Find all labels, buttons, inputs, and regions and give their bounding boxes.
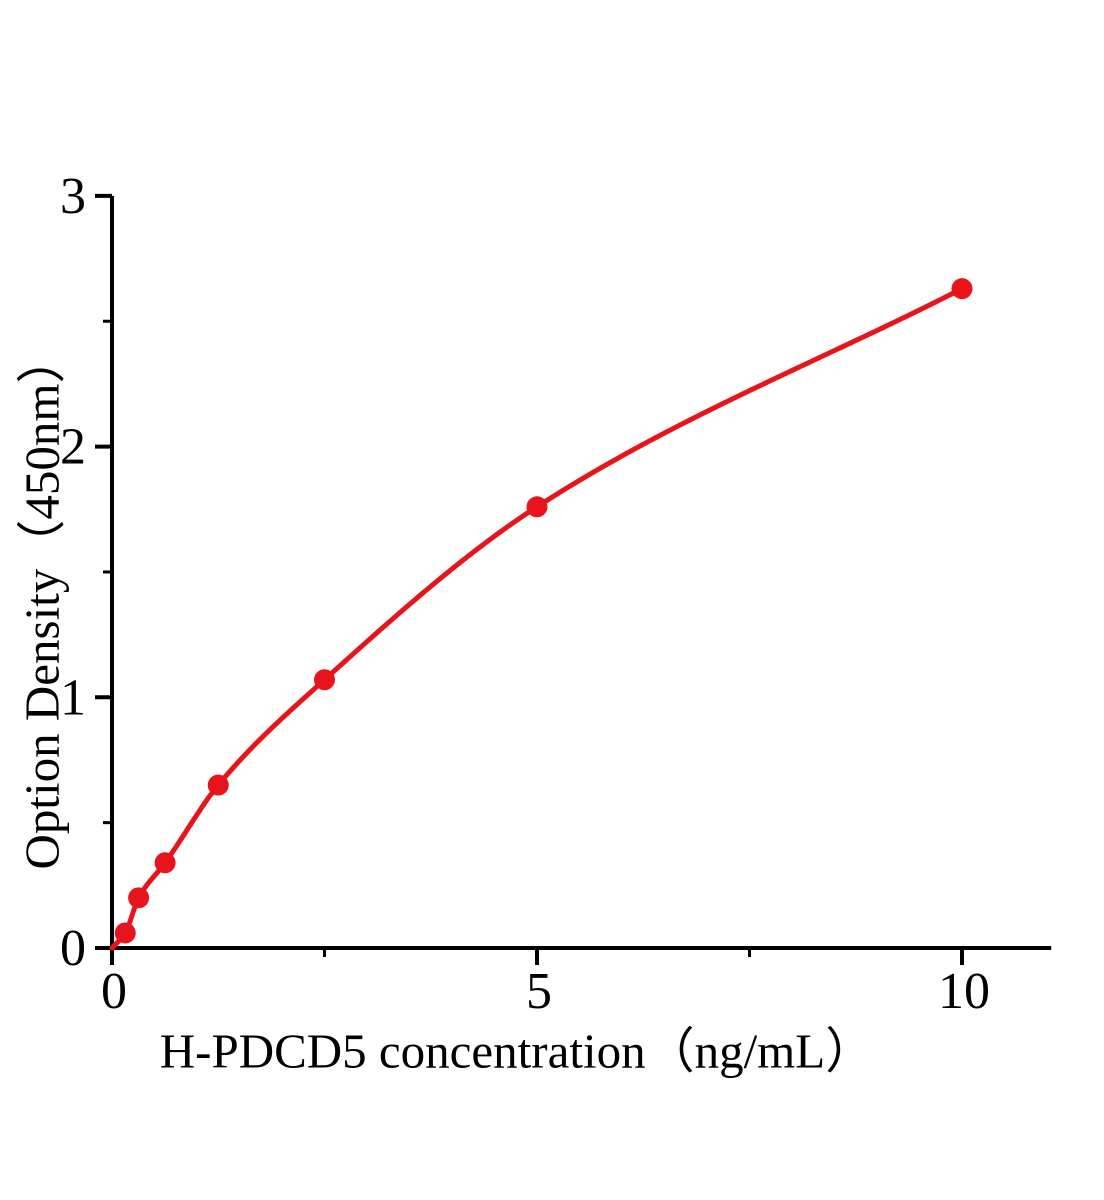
fitted-curve [109,286,965,951]
data-point-marker [128,887,150,909]
data-point-marker [526,496,548,518]
x-tick-label: 5 [526,963,552,1020]
y-tick-label: 2 [60,419,86,476]
data-point-marker [951,278,973,300]
data-point-marker [207,774,229,796]
y-tick-label: 1 [60,669,86,726]
x-axis-title: H-PDCD5 concentration（ng/mL） [159,1023,875,1079]
y-tick-label: 3 [60,168,86,225]
data-point-marker [114,922,136,944]
y-axis-title: Option Density（450nm） [14,334,70,870]
data-point-marker [314,669,335,691]
x-tick-label: 0 [101,963,127,1020]
x-tick-label: 10 [938,963,990,1020]
y-tick-label: 0 [60,920,86,977]
data-point-marker [154,852,176,874]
